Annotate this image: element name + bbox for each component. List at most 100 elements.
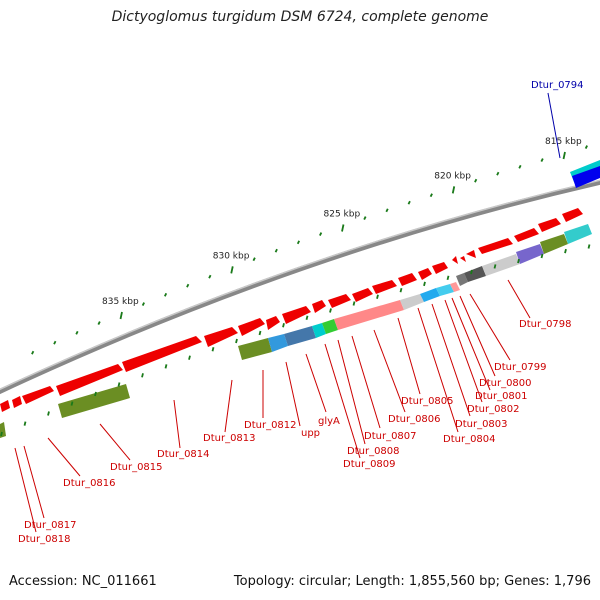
gene-block[interactable]	[436, 284, 454, 296]
label-leader-line	[397, 317, 421, 395]
gene-block[interactable]	[284, 326, 316, 346]
gene-label-dtur_0798[interactable]: Dtur_0798	[519, 319, 572, 330]
gene-label-dtur_0805[interactable]: Dtur_0805	[401, 396, 454, 407]
label-leader-line	[305, 353, 327, 413]
gene-arrow[interactable]	[572, 166, 600, 188]
gene-arrow[interactable]	[328, 294, 351, 308]
gene-arrow[interactable]	[352, 288, 373, 302]
tick-label: 835 kbp	[102, 297, 139, 307]
inner-tick	[94, 391, 97, 397]
gene-label-dtur_0803[interactable]: Dtur_0803	[455, 419, 508, 430]
gene-label-dtur_0804[interactable]: Dtur_0804	[443, 434, 496, 445]
gene-block[interactable]	[322, 319, 338, 334]
inner-tick	[211, 347, 215, 352]
gene-arrow[interactable]	[538, 218, 561, 232]
gene-arrow[interactable]	[466, 250, 476, 258]
gene-label-dtur_0801[interactable]: Dtur_0801	[475, 391, 528, 402]
inner-tick	[235, 338, 238, 344]
gene-arrow[interactable]	[432, 262, 448, 274]
minor-tick	[540, 158, 544, 162]
gene-arrow[interactable]	[122, 336, 202, 372]
gene-block[interactable]	[334, 300, 404, 330]
gene-block[interactable]	[238, 338, 272, 360]
label-leader-line	[373, 329, 406, 413]
gene-label-dtur_0814[interactable]: Dtur_0814	[157, 449, 210, 460]
gene-arrow[interactable]	[56, 364, 123, 396]
genome-backbone	[0, 179, 600, 395]
genome-backbone-highlight	[0, 179, 600, 391]
gene-arrow[interactable]	[372, 280, 397, 294]
gene-label-dtur_0816[interactable]: Dtur_0816	[63, 478, 116, 489]
inner-tick	[517, 258, 520, 264]
gene-arrow[interactable]	[22, 386, 54, 404]
gene-arrow[interactable]	[514, 228, 539, 242]
gene-arrow[interactable]	[12, 396, 22, 408]
gene-label-dtur_0817[interactable]: Dtur_0817	[24, 520, 77, 531]
gene-label-dtur_0812[interactable]: Dtur_0812	[244, 420, 297, 431]
gene-block[interactable]	[482, 254, 520, 276]
inner-tick	[423, 281, 426, 287]
gene-label-dtur_0802[interactable]: Dtur_0802	[467, 404, 520, 415]
gene-block[interactable]	[450, 282, 460, 292]
gene-block[interactable]	[516, 244, 544, 264]
gene-arrow[interactable]	[452, 256, 458, 264]
gene-arrow[interactable]	[282, 306, 311, 324]
label-leader-line	[23, 445, 45, 519]
inner-tick	[470, 269, 473, 275]
gene-block[interactable]	[564, 224, 592, 244]
gene-label-dtur_0806[interactable]: Dtur_0806	[388, 414, 441, 425]
major-tick	[119, 311, 123, 320]
gene-label-upp[interactable]: upp	[301, 428, 320, 439]
minor-tick	[474, 178, 478, 183]
minor-tick	[53, 340, 57, 345]
gene-label-dtur_0815[interactable]: Dtur_0815	[110, 462, 163, 473]
minor-tick	[584, 145, 588, 149]
gene-arrow[interactable]	[418, 268, 432, 280]
major-tick	[341, 224, 345, 232]
inner-tick	[70, 401, 74, 406]
label-leader-line	[351, 335, 381, 429]
gene-block[interactable]	[58, 384, 130, 418]
tick-label: 830 kbp	[213, 251, 250, 261]
tick-label: 825 kbp	[324, 210, 361, 220]
gene-block[interactable]	[540, 234, 568, 254]
gene-arrow[interactable]	[266, 316, 280, 330]
gene-arrow[interactable]	[460, 256, 466, 262]
gene-arrow[interactable]	[238, 318, 265, 336]
gene-label-dtur_0799[interactable]: Dtur_0799	[494, 362, 547, 373]
gene-label-dtur_0807[interactable]: Dtur_0807	[364, 431, 417, 442]
gene-block[interactable]	[420, 288, 440, 302]
inner-tick	[493, 264, 497, 269]
minor-tick	[385, 208, 389, 213]
gene-label-glya[interactable]: glyA	[318, 416, 340, 427]
gene-arrow[interactable]	[562, 208, 583, 222]
gene-block[interactable]	[456, 273, 468, 286]
gene-label-dtur_0809[interactable]: Dtur_0809	[343, 459, 396, 470]
gene-label-dtur_0818[interactable]: Dtur_0818	[18, 534, 71, 545]
gene-arrow[interactable]	[398, 273, 417, 286]
label-leader-line	[417, 307, 459, 433]
inner-tick	[376, 294, 379, 299]
genome-summary-text: Topology: circular; Length: 1,855,560 bp…	[233, 574, 591, 589]
inner-tick	[117, 382, 121, 387]
gene-block[interactable]	[400, 294, 424, 310]
gene-label-dtur_0800[interactable]: Dtur_0800	[479, 378, 532, 389]
gene-label-dtur_0808[interactable]: Dtur_0808	[347, 446, 400, 457]
gene-arrow[interactable]	[478, 238, 513, 254]
gene-label-dtur_0794[interactable]: Dtur_0794	[531, 80, 584, 91]
gene-label-dtur_0813[interactable]: Dtur_0813	[203, 433, 256, 444]
inner-tick	[352, 301, 356, 306]
minor-tick	[252, 257, 256, 262]
gene-block[interactable]	[312, 323, 326, 338]
gene-block[interactable]	[464, 266, 486, 282]
label-leader-line	[47, 437, 81, 477]
minor-tick	[518, 164, 522, 169]
tick-label: 820 kbp	[434, 171, 471, 181]
gene-arrow[interactable]	[204, 327, 238, 347]
inner-tick	[23, 421, 27, 426]
inner-tick	[258, 330, 262, 336]
gene-block[interactable]	[268, 334, 288, 352]
gene-arrow[interactable]	[312, 300, 326, 313]
inner-tick	[188, 355, 191, 360]
gene-arrow[interactable]	[0, 400, 10, 412]
